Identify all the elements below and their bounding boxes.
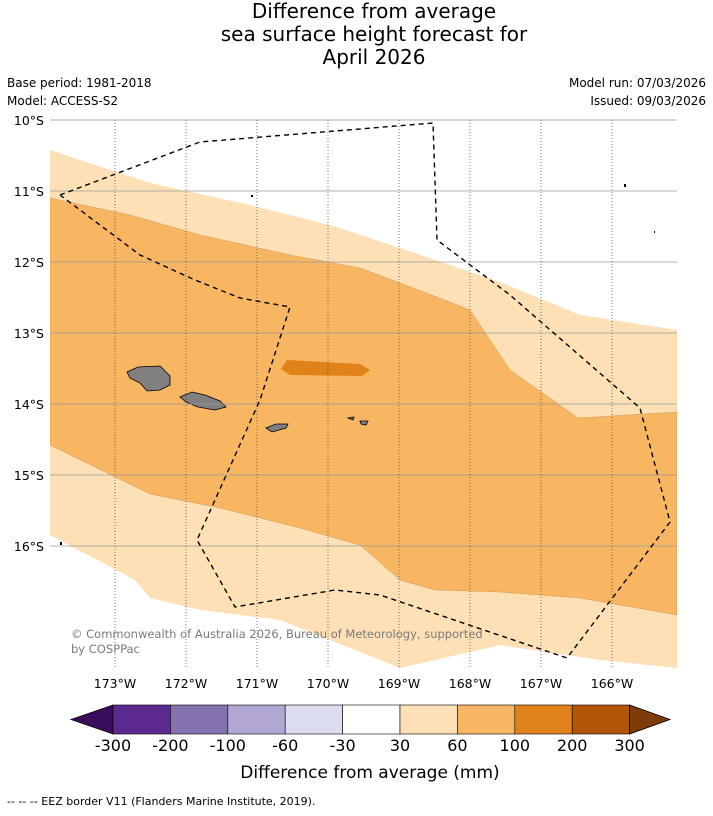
colorbar-segment bbox=[227, 704, 286, 735]
tutuila-island bbox=[265, 423, 289, 433]
colorbar: -300 -200 -100 -60 -30 30 60 100 200 300 bbox=[69, 704, 672, 755]
lon-label: 170°W bbox=[307, 676, 349, 691]
copyright-line-1: © Commonwealth of Australia 2026, Bureau… bbox=[71, 627, 483, 641]
copyright-line-2: by COSPPac bbox=[71, 642, 140, 656]
band-60-100 bbox=[50, 197, 677, 616]
title-line-1: Difference from average bbox=[251, 0, 497, 23]
lat-label: 11°S bbox=[14, 184, 44, 199]
metadata-left: Base period: 1981-2018 Model: ACCESS-S2 bbox=[7, 74, 152, 110]
colorbar-tick-label: -100 bbox=[210, 736, 246, 755]
colorbar-tick-label: -300 bbox=[95, 736, 131, 755]
atoll-3 bbox=[60, 542, 62, 545]
lon-label: 172°W bbox=[165, 676, 207, 691]
model-name: Model: ACCESS-S2 bbox=[7, 94, 119, 108]
lon-label: 171°W bbox=[236, 676, 278, 691]
colorbar-segment bbox=[112, 704, 171, 735]
colorbar-tick-label: 300 bbox=[614, 736, 645, 755]
lat-label: 10°S bbox=[14, 113, 44, 128]
tau-island bbox=[359, 420, 369, 426]
base-period: Base period: 1981-2018 bbox=[7, 76, 152, 90]
issued-date: Issued: 09/03/2026 bbox=[590, 94, 706, 108]
lat-label: 14°S bbox=[14, 397, 44, 412]
colorbar-segment bbox=[170, 704, 229, 735]
eez-border bbox=[59, 122, 671, 659]
lon-label: 166°W bbox=[591, 676, 633, 691]
lat-label: 12°S bbox=[14, 255, 44, 270]
map-title: Difference from average sea surface heig… bbox=[0, 0, 713, 69]
colorbar-tick-label: -30 bbox=[330, 736, 356, 755]
metadata-right: Model run: 07/03/2026 Issued: 09/03/2026 bbox=[569, 74, 706, 110]
latitude-labels: 10°S 11°S 12°S 13°S 14°S 15°S 16°S bbox=[14, 113, 44, 554]
forecast-map: 10°S 11°S 12°S 13°S 14°S 15°S 16°S 173°W… bbox=[14, 113, 677, 783]
colorbar-segment bbox=[284, 704, 343, 735]
lon-label: 173°W bbox=[94, 676, 136, 691]
colorbar-tick-label: -200 bbox=[152, 736, 188, 755]
atoll-1 bbox=[624, 184, 626, 187]
samoa-islands bbox=[60, 184, 655, 545]
colorbar-extend-high bbox=[629, 704, 672, 735]
colorbar-tick-label: 60 bbox=[447, 736, 467, 755]
savaii-island bbox=[126, 365, 171, 392]
lat-label: 16°S bbox=[14, 539, 44, 554]
map-plot-area bbox=[50, 120, 677, 668]
title-line-3: April 2026 bbox=[322, 45, 426, 69]
lon-label: 167°W bbox=[520, 676, 562, 691]
atoll-2 bbox=[654, 231, 655, 233]
colorbar-label: Difference from average (mm) bbox=[240, 763, 499, 783]
colorbar-tick-label: 100 bbox=[500, 736, 531, 755]
longitude-labels: 173°W 172°W 171°W 170°W 169°W 168°W 167°… bbox=[94, 676, 633, 691]
copyright-notice: © Commonwealth of Australia 2026, Bureau… bbox=[71, 627, 483, 656]
ofu-island bbox=[346, 416, 355, 421]
lon-label: 168°W bbox=[449, 676, 491, 691]
colorbar-tick-label: -60 bbox=[272, 736, 298, 755]
band-100-200 bbox=[281, 360, 370, 376]
lat-label: 13°S bbox=[14, 326, 44, 341]
footnote-eez: -- -- -- EEZ border V11 (Flanders Marine… bbox=[7, 795, 316, 808]
map-gridlines bbox=[50, 119, 677, 668]
colorbar-extend-low bbox=[69, 704, 114, 735]
lat-label: 15°S bbox=[14, 468, 44, 483]
swains-island bbox=[251, 195, 253, 197]
lon-label: 169°W bbox=[378, 676, 420, 691]
title-line-2: sea surface height forecast for bbox=[220, 22, 528, 46]
colorbar-segment bbox=[457, 704, 516, 735]
colorbar-segment bbox=[399, 704, 458, 735]
colorbar-tick-label: 200 bbox=[557, 736, 588, 755]
model-run: Model run: 07/03/2026 bbox=[568, 76, 706, 90]
colorbar-segment bbox=[514, 704, 573, 735]
colorbar-segment bbox=[342, 704, 401, 735]
colorbar-tick-label: 30 bbox=[390, 736, 410, 755]
colorbar-segment bbox=[571, 704, 630, 735]
